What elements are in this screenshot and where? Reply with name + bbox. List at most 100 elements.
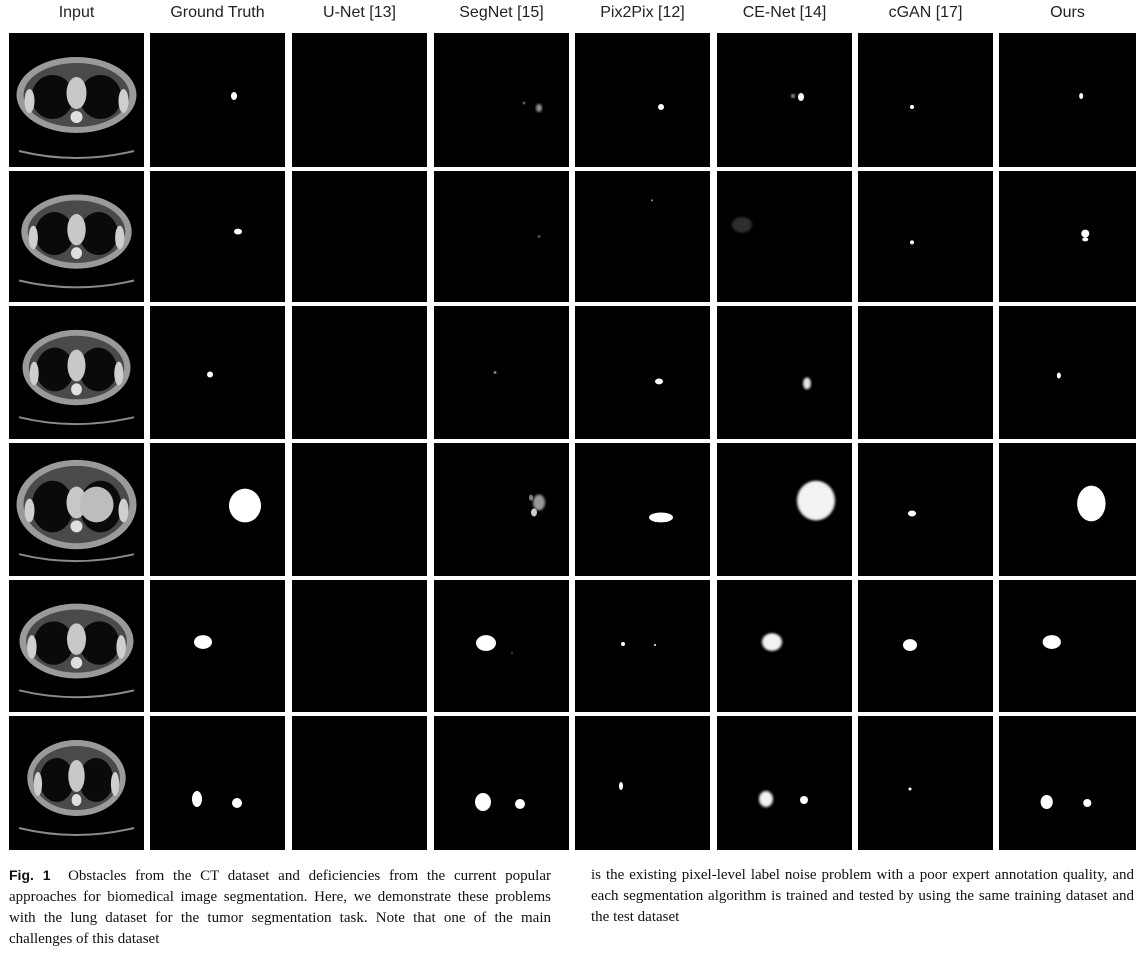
- segmentation-mask: [910, 240, 914, 245]
- segmentation-mask: [1083, 799, 1092, 807]
- segmentation-mask: [234, 228, 242, 235]
- panel-row3-ours: [999, 306, 1136, 439]
- segmentation-mask: [803, 377, 811, 390]
- caption-text-left: Obstacles from the CT dataset and defici…: [9, 868, 552, 947]
- panel-row4-cgan: [858, 443, 993, 576]
- panel-row3-cgan: [858, 306, 993, 439]
- column-header-ground-truth: Ground Truth: [170, 4, 265, 21]
- segmentation-mask: [493, 371, 497, 374]
- segmentation-mask: [908, 510, 916, 517]
- panel-row2-segnet: [434, 171, 569, 302]
- panel-row3-segnet: [434, 306, 569, 439]
- segmentation-mask: [654, 644, 656, 646]
- segmentation-mask: [908, 787, 912, 791]
- panel-row4-segnet: [434, 443, 569, 576]
- panel-row5-cenet: [717, 580, 852, 712]
- panel-row6-ground-truth: [150, 716, 285, 850]
- segmentation-mask: [649, 512, 673, 523]
- segmentation-mask: [229, 488, 261, 523]
- segmentation-mask: [797, 480, 835, 521]
- panel-row1-ours: [999, 33, 1136, 167]
- segmentation-mask: [619, 782, 623, 790]
- segmentation-mask: [231, 92, 237, 100]
- column-header-pix2pix: Pix2Pix [12]: [600, 4, 685, 21]
- panel-row3-pix2pix: [575, 306, 710, 439]
- panel-row3-ground-truth: [150, 306, 285, 439]
- ct-slice: [18, 194, 135, 289]
- panel-row5-segnet: [434, 580, 569, 712]
- panel-row2-unet: [292, 171, 427, 302]
- segmentation-mask: [475, 793, 491, 811]
- panel-row4-pix2pix: [575, 443, 710, 576]
- segmentation-mask: [800, 796, 808, 804]
- segmentation-mask: [476, 635, 496, 651]
- segmentation-mask: [511, 651, 513, 654]
- panel-row6-ours: [999, 716, 1136, 850]
- segmentation-mask: [192, 791, 202, 807]
- column-header-segnet: SegNet [15]: [459, 4, 544, 21]
- panel-row5-input: [9, 580, 144, 712]
- panel-row6-cgan: [858, 716, 993, 850]
- segmentation-mask: [1082, 237, 1089, 242]
- panel-row2-cenet: [717, 171, 852, 302]
- segmentation-mask: [533, 494, 545, 511]
- segmentation-mask: [798, 93, 804, 101]
- ct-slice: [16, 57, 137, 159]
- panel-row4-input: [9, 443, 144, 576]
- panel-row6-input: [9, 716, 144, 850]
- panel-row1-cgan: [858, 33, 993, 167]
- segmentation-mask: [791, 94, 795, 98]
- segmentation-mask: [651, 199, 653, 202]
- panel-row6-unet: [292, 716, 427, 850]
- panel-row3-cenet: [717, 306, 852, 439]
- segmentation-mask: [762, 633, 782, 651]
- panel-row1-segnet: [434, 33, 569, 167]
- segmentation-mask: [1081, 229, 1090, 238]
- ct-slice: [18, 740, 135, 836]
- panel-row4-cenet: [717, 443, 852, 576]
- panel-row2-pix2pix: [575, 171, 710, 302]
- segmentation-mask: [1042, 635, 1061, 649]
- panel-row5-cgan: [858, 580, 993, 712]
- segmentation-mask: [1079, 93, 1084, 99]
- segmentation-mask: [232, 798, 242, 808]
- panel-row2-ground-truth: [150, 171, 285, 302]
- segmentation-mask: [903, 639, 917, 651]
- panel-row6-pix2pix: [575, 716, 710, 850]
- panel-row1-unet: [292, 33, 427, 167]
- segmentation-mask: [658, 104, 664, 110]
- panel-row2-ours: [999, 171, 1136, 302]
- panel-row1-input: [9, 33, 144, 167]
- segmentation-mask: [621, 642, 625, 646]
- figure-caption-right: is the existing pixel-level label noise …: [591, 865, 1134, 928]
- segmentation-mask: [1040, 795, 1053, 809]
- column-header-ours: Ours: [1050, 4, 1085, 21]
- panel-row5-pix2pix: [575, 580, 710, 712]
- column-header-unet: U-Net [13]: [323, 4, 396, 21]
- column-header-cenet: CE-Net [14]: [742, 4, 827, 21]
- column-header-cgan: cGAN [17]: [888, 4, 963, 21]
- figure-caption-left: Fig. 1 Obstacles from the CT dataset and…: [9, 865, 551, 950]
- ct-slice: [18, 603, 135, 699]
- segmentation-mask: [910, 105, 914, 109]
- segmentation-mask: [536, 104, 542, 112]
- panel-row3-unet: [292, 306, 427, 439]
- panel-row4-ours: [999, 443, 1136, 576]
- segmentation-mask: [207, 371, 213, 378]
- panel-row5-ground-truth: [150, 580, 285, 712]
- segmentation-mask: [537, 235, 541, 238]
- panel-row2-cgan: [858, 171, 993, 302]
- ct-slice: [16, 459, 137, 563]
- panel-row1-ground-truth: [150, 33, 285, 167]
- figure-label: Fig. 1: [9, 867, 51, 883]
- column-header-input: Input: [58, 4, 95, 21]
- segmentation-mask: [732, 216, 752, 233]
- panel-row2-input: [9, 171, 144, 302]
- panel-row4-unet: [292, 443, 427, 576]
- panel-row6-cenet: [717, 716, 852, 850]
- segmentation-mask: [531, 508, 537, 517]
- panel-row1-cenet: [717, 33, 852, 167]
- segmentation-mask: [194, 635, 212, 649]
- segmentation-mask: [522, 101, 526, 105]
- segmentation-mask: [655, 378, 663, 385]
